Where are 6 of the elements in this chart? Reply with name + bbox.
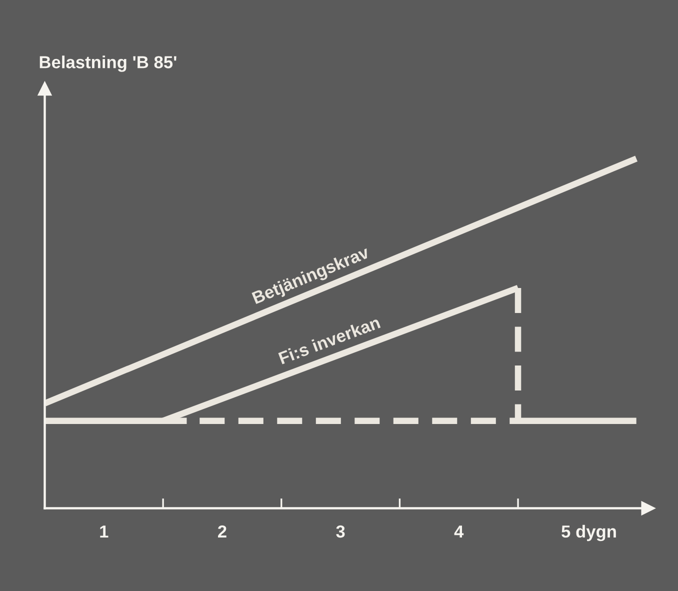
x-tick-label: 4 (454, 526, 464, 538)
y-axis-title: Belastning 'B 85' (40, 56, 176, 72)
x-tick-label: 3 (336, 525, 345, 538)
x-tick-label: 1 (100, 526, 108, 538)
x-tick-label: 5 dygn (562, 524, 616, 542)
x-tick-label: 2 (218, 525, 226, 538)
